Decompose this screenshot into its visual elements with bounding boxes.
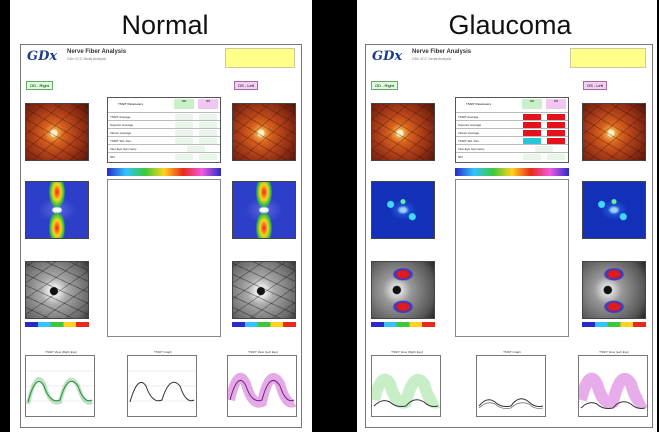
table-row: TSNIT Std. Dev. [108,136,220,144]
tsnit-chart-os: TSNIT View (Left Eye) [225,350,297,417]
parameters-table: TSNIT Parameters OD OS TSNIT Average Sup… [455,97,569,163]
chart-caption: TSNIT View (Left Eye) [599,350,629,354]
eye-tag-os: OS - Left [234,81,259,90]
tsnit-curve-os [225,372,297,408]
tsnit-chart-both: TSNIT Graph [127,350,197,417]
thickness-map-od [371,181,435,239]
patient-box [225,48,295,68]
report-subtitle: GDx VCC Serial Analysis [67,57,107,61]
deviation-scale [455,168,569,176]
deviation-map-os [582,261,646,319]
title-glaucoma: Glaucoma [448,10,572,40]
tsnit-curve-od [26,370,94,405]
deviation-map-od [25,261,89,319]
table-row: TSNIT Std. Dev. [456,136,568,144]
report-title: Nerve Fiber Analysis [412,49,472,55]
table-row: NFI [456,152,568,160]
table-row: Inter-Eye Symmetry [456,144,568,152]
table-row: TSNIT Average [456,112,568,120]
legend-bar-od [25,322,89,327]
tsnit-curve-both [128,370,196,403]
eye-tag-os: OS - Left [583,81,608,90]
title-normal: Normal [121,10,209,40]
table-header-param: TSNIT Parameters [466,102,491,106]
table-row: Inter-Eye Symmetry [108,144,220,152]
table-row: Inferior Average [108,128,220,136]
eye-tag-od: OD - Right [371,81,398,90]
comments-area [455,179,569,337]
chart-caption: TSNIT View (Left Eye) [248,350,278,354]
deviation-map-od [371,261,435,319]
chart-caption: TSNIT View (Right Eye) [391,350,423,354]
fundus-image-od [25,103,89,161]
fundus-image-os [582,103,646,161]
report-subtitle: GDx VCC Serial Analysis [412,57,452,61]
eye-tag-od: OD - Right [26,81,53,90]
chart-caption: TSNIT Graph [154,350,172,354]
thickness-map-os [232,181,296,239]
tsnit-chart-od: TSNIT View (Right Eye) [25,350,95,417]
fundus-image-od [371,103,435,161]
legend-bar-od [371,322,435,327]
chart-caption: TSNIT Graph [503,350,521,354]
table-header-od: OD [522,99,542,109]
thickness-map-od [25,181,89,239]
table-row: Superior Average [456,120,568,128]
deviation-scale [107,168,221,176]
table-header-param: TSNIT Parameters [118,102,143,106]
fundus-image-os [232,103,296,161]
gdx-logo: GDx [372,49,403,64]
tsnit-curve-os [575,372,648,409]
thickness-map-os [582,181,646,239]
table-header-od: OD [174,99,194,109]
table-header-os: OS [198,99,218,109]
table-header-os: OS [546,99,566,109]
tsnit-curve-od [368,373,441,409]
tsnit-chart-od: TSNIT View (Right Eye) [368,350,441,417]
table-row: Inferior Average [456,128,568,136]
tsnit-curve-both [478,398,544,409]
table-row: NFI [108,152,220,160]
legend-bar-os [582,322,646,327]
tsnit-chart-os: TSNIT View (Left Eye) [575,350,648,417]
legend-bar-os [232,322,296,327]
patient-box [570,48,646,68]
table-header: TSNIT Parameters OD OS [108,98,220,111]
comments-area [107,179,221,337]
tsnit-chart-both: TSNIT Graph [476,350,546,417]
report-page-normal: GDx Nerve Fiber Analysis GDx VCC Serial … [20,44,302,428]
gdx-logo: GDx [27,49,58,64]
table-row: TSNIT Average [108,112,220,120]
report-title: Nerve Fiber Analysis [67,49,127,55]
deviation-map-os [232,261,296,319]
report-page-glaucoma: GDx Nerve Fiber Analysis GDx VCC Serial … [365,44,653,428]
table-header: TSNIT Parameters OD OS [456,98,568,111]
table-row: Superior Average [108,120,220,128]
parameters-table: TSNIT Parameters OD OS TSNIT Average Sup… [107,97,221,163]
chart-caption: TSNIT View (Right Eye) [45,350,77,354]
